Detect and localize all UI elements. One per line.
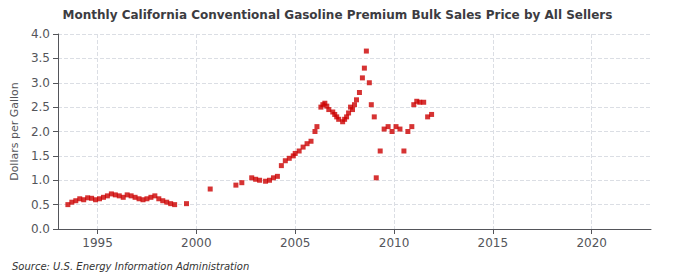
svg-text:2020: 2020 — [576, 236, 607, 250]
svg-text:1.5: 1.5 — [31, 149, 50, 163]
svg-text:Monthly California Conventiona: Monthly California Conventional Gasoline… — [63, 8, 613, 22]
svg-text:2005: 2005 — [280, 236, 311, 250]
svg-text:3.5: 3.5 — [31, 51, 50, 65]
svg-text:4.0: 4.0 — [31, 27, 50, 41]
svg-text:0.5: 0.5 — [31, 198, 50, 212]
svg-text:2000: 2000 — [181, 236, 212, 250]
svg-text:1995: 1995 — [82, 236, 113, 250]
svg-text:0.0: 0.0 — [31, 222, 50, 236]
svg-text:Dollars per Gallon: Dollars per Gallon — [8, 82, 21, 181]
svg-text:2.5: 2.5 — [31, 100, 50, 114]
svg-text:2015: 2015 — [478, 236, 509, 250]
svg-text:Source: U.S. Energy Informatio: Source: U.S. Energy Information Administ… — [12, 261, 249, 272]
svg-text:2010: 2010 — [379, 236, 410, 250]
svg-text:2.0: 2.0 — [31, 125, 50, 139]
svg-text:3.0: 3.0 — [31, 76, 50, 90]
svg-text:1.0: 1.0 — [31, 173, 50, 187]
